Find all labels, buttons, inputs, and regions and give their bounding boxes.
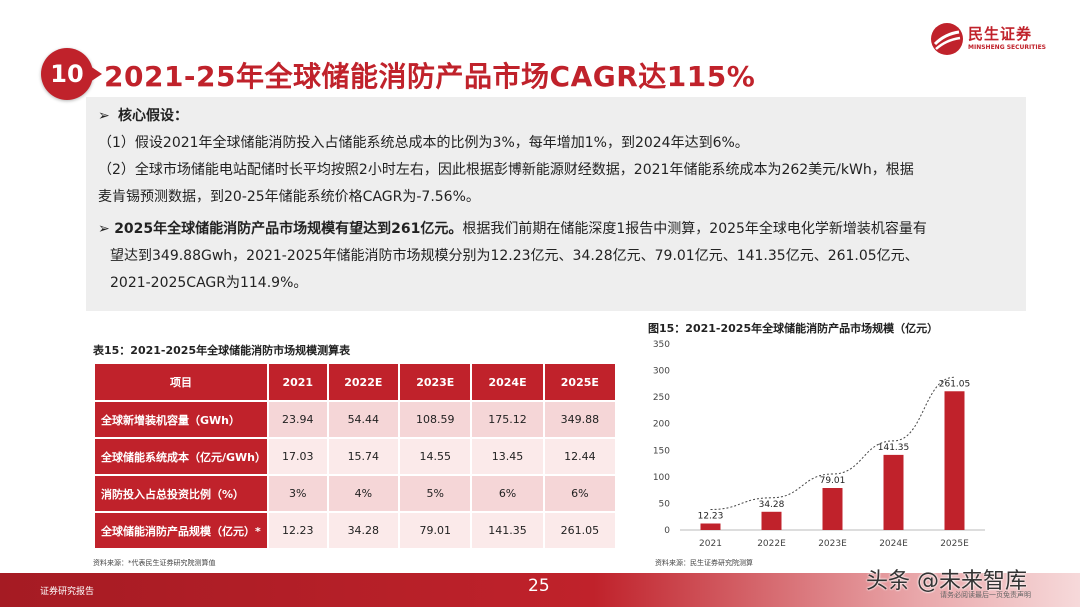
conclusion-line-1: ➢ 2025年全球储能消防产品市场规模有望达到261亿元。根据我们前期在储能深度… xyxy=(98,216,1014,243)
key-assumptions-box: ➢ 核心假设： （1）假设2021年全球储能消防投入占储能系统总成本的比例为3%，… xyxy=(86,97,1026,311)
table-cell: 13.45 xyxy=(472,439,543,474)
assumptions-heading: 核心假设： xyxy=(118,108,188,124)
assumption-item-2-line-2: 麦肯锡预测数据，到20-25年储能系统价格CAGR为-7.56%。 xyxy=(98,189,480,205)
chart-title: 图15：2021-2025年全球储能消防产品市场规模（亿元） xyxy=(648,322,939,335)
footer-bar xyxy=(0,573,1080,607)
table-cell: 175.12 xyxy=(472,402,543,437)
assumption-item-2-line-1: （2）全球市场储能电站配储时长平均按照2小时左右，因此根据彭博新能源财经数据，2… xyxy=(98,162,914,178)
table-row-label: 全球储能系统成本（亿元/GWh） xyxy=(95,439,267,474)
table-cell: 6% xyxy=(544,476,615,511)
assumptions-heading-line: ➢ 核心假设： xyxy=(98,103,1014,130)
y-tick-label: 0 xyxy=(664,526,670,536)
table-cell: 261.05 xyxy=(544,513,615,548)
x-tick-label: 2021 xyxy=(699,539,722,549)
table-row-label: 全球新增装机容量（GWh） xyxy=(95,402,267,437)
conclusion-text: 根据我们前期在储能深度1报告中测算，2025年全球电化学新增装机容量有 xyxy=(462,221,927,237)
x-tick-label: 2024E xyxy=(879,539,908,549)
table-cell: 34.28 xyxy=(328,513,399,548)
table-cell: 14.55 xyxy=(400,439,471,474)
logo-name-en: MINSHENG SECURITIES xyxy=(968,44,1046,51)
table-header-row: 项目 2021 2022E 2023E 2024E 2025E xyxy=(95,364,615,400)
table-header-cell: 2025E xyxy=(544,364,615,400)
table-header-cell: 2022E xyxy=(328,364,399,400)
x-tick-label: 2022E xyxy=(757,539,786,549)
arrow-bullet-icon: ➢ xyxy=(98,108,110,124)
table-cell: 141.35 xyxy=(472,513,543,548)
table-cell: 79.01 xyxy=(400,513,471,548)
assumption-item-1: （1）假设2021年全球储能消防投入占储能系统总成本的比例为3%，每年增加1%，… xyxy=(98,135,749,151)
footer-report-type: 证券研究报告 xyxy=(40,587,95,597)
page-title: 2021-25年全球储能消防产品市场CAGR达115% xyxy=(104,60,756,93)
disclaimer-note: 请务必阅读最后一页免责声明 xyxy=(940,591,1031,599)
table-cell: 6% xyxy=(472,476,543,511)
table-header-cell: 2024E xyxy=(472,364,543,400)
brand-logo: 民生证券 MINSHENG SECURITIES xyxy=(930,22,1050,56)
table-row: 全球储能消防产品规模（亿元）* 12.23 34.28 79.01 141.35… xyxy=(95,513,615,548)
table-header-cell: 项目 xyxy=(95,364,267,400)
y-tick-label: 200 xyxy=(653,420,670,430)
data-label: 141.35 xyxy=(878,443,910,453)
market-size-bar-chart: 0 50 100 150 200 250 300 350 12.23 2021 34.28 2022E… xyxy=(653,340,985,549)
x-tick-label: 2023E xyxy=(818,539,847,549)
y-tick-label: 350 xyxy=(653,340,670,350)
table-row: 全球储能系统成本（亿元/GWh） 17.03 15.74 14.55 13.45… xyxy=(95,439,615,474)
x-tick-label: 2025E xyxy=(940,539,969,549)
table-row-label: 消防投入占总投资比例（%） xyxy=(95,476,267,511)
table-cell: 5% xyxy=(400,476,471,511)
y-tick-label: 150 xyxy=(653,446,670,456)
chart-bar xyxy=(883,454,904,530)
table-cell: 54.44 xyxy=(328,402,399,437)
conclusion-line-3: 2021-2025CAGR为114.9%。 xyxy=(110,275,308,291)
section-number-badge: 10 xyxy=(41,48,102,100)
chart-bar xyxy=(822,488,843,530)
table-cell: 15.74 xyxy=(328,439,399,474)
page-number: 25 xyxy=(528,576,550,596)
table-row: 全球新增装机容量（GWh） 23.94 54.44 108.59 175.12 … xyxy=(95,402,615,437)
table-cell: 3% xyxy=(269,476,327,511)
arrow-bullet-icon: ➢ xyxy=(98,221,110,237)
table-title: 表15：2021-2025年全球储能消防市场规模测算表 xyxy=(93,344,351,357)
table-row-label: 全球储能消防产品规模（亿元）* xyxy=(95,513,267,548)
table-cell: 12.44 xyxy=(544,439,615,474)
y-tick-label: 50 xyxy=(659,499,671,509)
data-label: 79.01 xyxy=(820,476,846,486)
y-tick-label: 100 xyxy=(653,473,670,483)
chart-bar xyxy=(700,523,721,530)
trend-line xyxy=(710,376,955,511)
chart-bar xyxy=(761,511,782,530)
table-cell: 17.03 xyxy=(269,439,327,474)
conclusion-line-2: 望达到349.88Gwh，2021-2025年储能消防市场规模分别为12.23亿… xyxy=(110,248,919,264)
minsheng-logo-icon xyxy=(931,23,963,55)
conclusion-headline: 2025年全球储能消防产品市场规模有望达到261亿元。 xyxy=(114,221,463,237)
chart-source-note: 资料来源：民生证券研究院测算 xyxy=(655,559,753,567)
table-cell: 349.88 xyxy=(544,402,615,437)
data-label: 34.28 xyxy=(759,500,785,510)
logo-name-cn: 民生证券 xyxy=(968,25,1033,43)
watermark: 头条 @未来智库 xyxy=(866,569,1027,594)
table-cell: 4% xyxy=(328,476,399,511)
y-tick-label: 300 xyxy=(653,367,670,377)
chart-bar xyxy=(944,391,965,530)
table-cell: 23.94 xyxy=(269,402,327,437)
market-size-table: 项目 2021 2022E 2023E 2024E 2025E 全球新增装机容量… xyxy=(93,362,617,550)
table-header-cell: 2023E xyxy=(400,364,471,400)
table-cell: 108.59 xyxy=(400,402,471,437)
table-header-cell: 2021 xyxy=(269,364,327,400)
y-tick-label: 250 xyxy=(653,393,670,403)
data-label: 12.23 xyxy=(698,512,724,522)
table-row: 消防投入占总投资比例（%） 3% 4% 5% 6% 6% xyxy=(95,476,615,511)
table-cell: 12.23 xyxy=(269,513,327,548)
table-source-note: 资料来源：*代表民生证券研究院测算值 xyxy=(93,559,216,567)
data-label: 261.05 xyxy=(939,379,971,389)
